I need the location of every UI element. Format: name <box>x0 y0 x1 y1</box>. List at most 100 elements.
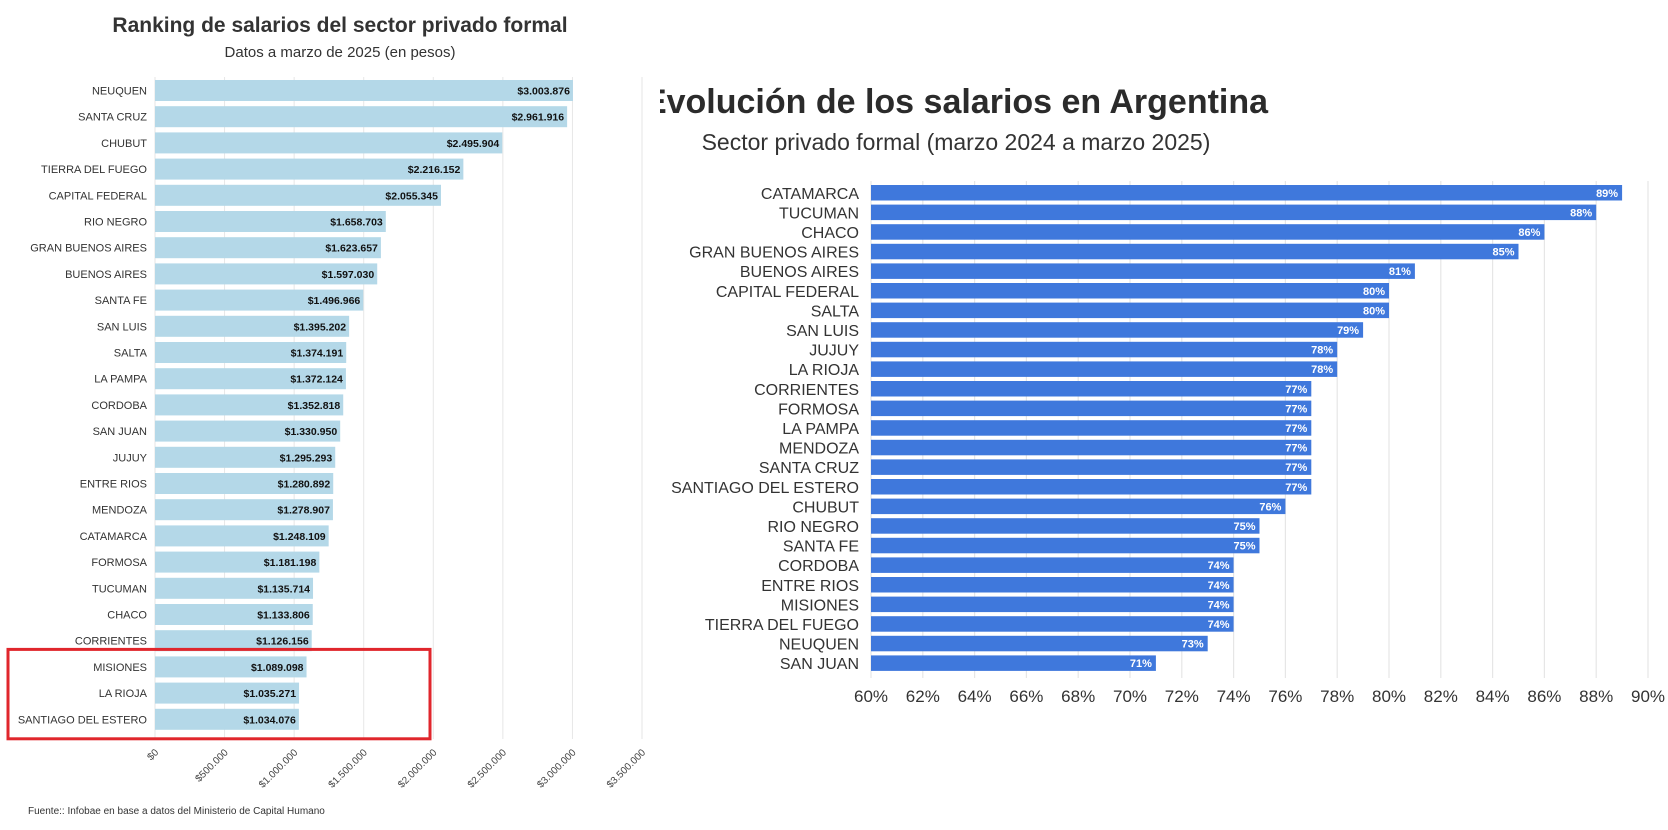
right-value-label: 85% <box>1492 247 1514 259</box>
right-tick-label: 74% <box>1217 687 1251 706</box>
left-value-label: $2.495.904 <box>447 138 500 150</box>
left-category-label: TIERRA DEL FUEGO <box>41 164 147 176</box>
right-bar-buenos-aires <box>871 263 1415 279</box>
salary-evolution-chart: Evolución de los salarios en Argentina S… <box>660 83 1665 706</box>
right-x-axis: 60% 62% 64% 66% 68% 70% 72% 74% 76% 78% 80% 82% 84% 8… <box>854 687 1665 706</box>
left-value-label: $1.126.156 <box>256 636 309 648</box>
left-category-label: LA PAMPA <box>94 374 147 386</box>
left-tick-label: $0 <box>145 747 161 763</box>
right-bar-san-juan <box>871 655 1156 671</box>
left-bar-rio-negro <box>155 211 386 232</box>
right-bar-jujuy <box>871 341 1338 358</box>
right-tick-label: 76% <box>1268 687 1302 706</box>
right-bar-santiago-del-estero <box>871 479 1312 495</box>
left-bar-misiones <box>155 656 307 678</box>
left-category-label: LA RIOJA <box>99 688 148 700</box>
left-value-label: $1.395.202 <box>294 321 347 333</box>
right-value-label: 74% <box>1208 619 1230 631</box>
right-bar-santa-fe <box>871 537 1260 554</box>
right-tick-label: 60% <box>854 687 888 706</box>
left-category-label: RIO NEGRO <box>84 217 147 229</box>
right-tick-label: 72% <box>1165 687 1199 706</box>
left-tick-label: $500.000 <box>193 747 231 785</box>
left-bar-chaco <box>155 604 313 625</box>
right-category-label: SAN LUIS <box>786 323 859 340</box>
right-tick-label: 62% <box>906 687 940 706</box>
right-bar-mendoza <box>871 439 1312 456</box>
left-category-label: SANTA FE <box>95 295 147 307</box>
left-value-label: $1.181.198 <box>264 557 317 569</box>
left-value-label: $1.372.124 <box>290 374 343 386</box>
left-value-label: $1.330.950 <box>285 426 338 438</box>
left-tick-label: $3.000.000 <box>535 747 578 790</box>
right-bar-rio-negro <box>871 518 1260 534</box>
left-value-label: $1.034.076 <box>243 714 296 726</box>
left-value-label: $2.216.152 <box>408 164 461 176</box>
left-bar-cordoba <box>155 394 344 416</box>
right-bar-gran-buenos-aires <box>871 243 1519 260</box>
right-chart-subtitle: Sector privado formal (marzo 2024 a marz… <box>702 129 1211 155</box>
right-category-label: CAPITAL FEDERAL <box>716 284 859 301</box>
right-bar-tucuman <box>871 204 1597 221</box>
left-bar-tucuman <box>155 577 314 599</box>
right-tick-label: 80% <box>1372 687 1406 706</box>
right-value-label: 78% <box>1311 364 1333 376</box>
right-category-label: RIO NEGRO <box>767 519 859 536</box>
left-category-label: FORMOSA <box>91 557 147 569</box>
left-category-label: CHACO <box>107 610 147 622</box>
right-bar-chubut <box>871 498 1286 515</box>
right-value-label: 80% <box>1363 305 1385 317</box>
right-tick-label: 64% <box>958 687 992 706</box>
left-value-label: $1.035.271 <box>243 688 296 700</box>
left-x-axis: $0 $500.000 $1.000.000 $1.500.000 $2.000.000… <box>145 747 648 790</box>
left-value-label: $1.248.109 <box>273 531 326 543</box>
left-value-label: $1.496.966 <box>308 295 361 307</box>
left-value-label: $1.623.657 <box>325 243 378 255</box>
left-tick-label: $1.000.000 <box>257 747 300 790</box>
right-bar-tierra-del-fuego <box>871 616 1234 632</box>
right-category-label: SAN JUAN <box>780 656 859 673</box>
left-bar-santa-fe <box>155 289 364 311</box>
right-category-label: MENDOZA <box>779 441 859 458</box>
left-bar-tierra-del-fuego <box>155 158 464 180</box>
right-value-label: 71% <box>1130 658 1152 670</box>
right-bar-catamarca <box>871 185 1623 201</box>
left-category-label: NEUQUEN <box>92 86 147 98</box>
right-value-label: 76% <box>1259 501 1281 513</box>
right-category-label: MISIONES <box>781 597 859 614</box>
left-bar-formosa <box>155 551 320 573</box>
right-bar-san-luis <box>871 322 1364 338</box>
right-value-label: 73% <box>1182 639 1204 651</box>
left-category-label: CORDOBA <box>91 400 147 412</box>
left-tick-label: $2.500.000 <box>466 747 509 790</box>
left-tick-label: $3.500.000 <box>605 747 648 790</box>
left-category-label: TUCUMAN <box>92 583 147 595</box>
left-value-label: $2.055.345 <box>385 190 438 202</box>
left-bar-catamarca <box>155 525 329 547</box>
right-category-label: SALTA <box>811 303 860 320</box>
highlight-box <box>6 647 432 741</box>
left-category-label: CAPITAL FEDERAL <box>49 190 147 202</box>
right-bar-chaco <box>871 224 1545 240</box>
left-category-label: SANTIAGO DEL ESTERO <box>18 714 148 726</box>
left-value-label: $1.352.818 <box>288 400 341 412</box>
right-value-label: 77% <box>1285 403 1307 415</box>
right-value-label: 89% <box>1596 188 1618 200</box>
left-bar-capital-federal <box>155 184 441 206</box>
right-bar-la-pampa <box>871 420 1312 436</box>
right-category-label: BUENOS AIRES <box>740 264 859 281</box>
right-tick-label: 68% <box>1061 687 1095 706</box>
left-value-label: $1.089.098 <box>251 662 304 674</box>
left-bar-la-rioja <box>155 682 300 704</box>
left-category-label: GRAN BUENOS AIRES <box>30 243 147 255</box>
left-bar-san-luis <box>155 315 350 337</box>
source-note: Fuente:: Infobae en base a datos del Min… <box>28 806 325 817</box>
left-bar-buenos-aires <box>155 263 378 285</box>
right-bar-corrientes <box>871 381 1312 397</box>
left-value-label: $3.003.876 <box>517 86 570 98</box>
right-value-label: 74% <box>1208 580 1230 592</box>
right-category-label: GRAN BUENOS AIRES <box>689 245 859 262</box>
right-category-label: NEUQUEN <box>779 637 859 654</box>
left-value-label: $1.280.892 <box>278 479 331 491</box>
left-value-label: $1.295.293 <box>280 452 333 464</box>
